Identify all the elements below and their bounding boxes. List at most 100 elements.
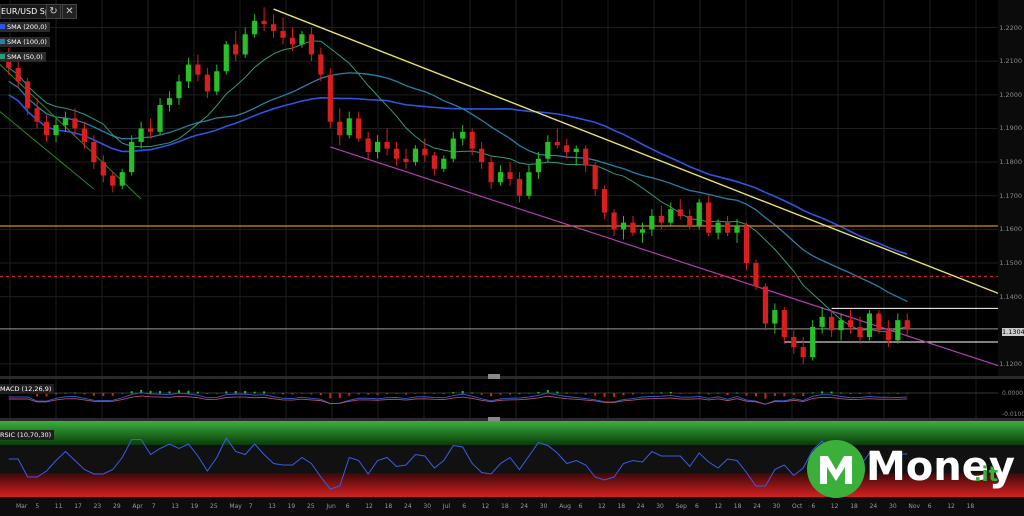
macd-histogram-bar xyxy=(329,393,332,399)
candle-body xyxy=(895,320,901,341)
candle-body xyxy=(516,178,523,196)
macd-histogram-bar xyxy=(802,393,805,397)
macd-histogram-bar xyxy=(433,393,436,394)
macd-histogram-bar xyxy=(310,393,313,395)
date-tick-label: 11 xyxy=(54,503,63,510)
date-tick-label: 25 xyxy=(210,503,218,510)
macd-histogram-bar xyxy=(509,393,512,395)
legend-sma-200[interactable]: SMA (200,0) xyxy=(0,22,50,32)
macd-histogram-bar xyxy=(130,391,133,394)
candle-body xyxy=(223,44,229,72)
candle-body xyxy=(772,310,778,324)
macd-histogram-bar xyxy=(631,393,634,395)
logo-wordmark: Money xyxy=(866,444,1015,490)
macd-line xyxy=(8,392,908,405)
macd-histogram-bar xyxy=(319,393,322,396)
macd-label[interactable]: MACD (12,26,9) xyxy=(0,384,55,394)
macd-histogram-bar xyxy=(149,390,152,394)
date-tick-label: 18 xyxy=(617,503,626,510)
candle-body xyxy=(479,148,485,163)
candle-body xyxy=(545,141,551,159)
candle-body xyxy=(469,131,475,149)
macd-histogram-bar xyxy=(480,393,483,395)
macd-histogram-bar xyxy=(196,391,199,394)
candle-body xyxy=(611,212,617,230)
date-tick-label: 18 xyxy=(733,503,742,510)
date-tick-label: 25 xyxy=(307,503,315,510)
macd-histogram-bar xyxy=(849,393,852,395)
macd-histogram-bar xyxy=(177,390,180,394)
legend-sma-50[interactable]: SMA (50,0) xyxy=(0,52,46,62)
macd-histogram-bar xyxy=(584,393,587,395)
candle-body xyxy=(138,128,144,142)
macd-histogram-bar xyxy=(395,393,398,394)
date-tick-label: Jun xyxy=(326,503,336,510)
price-tick-label: 1.1400 xyxy=(999,292,1022,301)
macd-histogram-bar xyxy=(499,393,502,395)
close-icon[interactable]: ✕ xyxy=(62,4,77,19)
macd-histogram-bar xyxy=(527,393,530,394)
macd-histogram-bar xyxy=(698,392,701,394)
macd-histogram-bar xyxy=(471,392,474,394)
date-tick-label: 24 xyxy=(753,503,761,510)
candle-body xyxy=(876,313,882,331)
panel-resize-handle-icon xyxy=(488,374,500,379)
rsi-label[interactable]: RSIC (10,70,30) xyxy=(0,430,55,440)
rsi-overbought-zone xyxy=(0,421,1024,445)
date-tick-label: 24 xyxy=(636,503,645,510)
macd-histogram-bar xyxy=(282,393,285,395)
refresh-icon[interactable]: ↻ xyxy=(46,4,61,19)
date-tick-label: Jul xyxy=(442,503,451,510)
macd-signal-line xyxy=(8,395,908,405)
price-tick-label: 1.2100 xyxy=(999,57,1022,66)
macd-histogram-bar xyxy=(726,393,729,396)
price-tick-label: 1.2200 xyxy=(999,23,1022,32)
macd-histogram-bar xyxy=(840,392,843,394)
macd-histogram-bar xyxy=(376,393,379,395)
candle-body xyxy=(573,148,579,152)
date-tick-label: 19 xyxy=(190,503,199,510)
candle-body xyxy=(706,202,712,233)
candle-body xyxy=(668,209,674,223)
macd-histogram-bar xyxy=(338,393,341,398)
moving-averages xyxy=(8,40,908,332)
macd-histogram-bar xyxy=(821,391,824,394)
macd-histogram-bar xyxy=(811,392,814,394)
candle-body xyxy=(535,158,541,173)
candle-body xyxy=(715,222,721,233)
candle-body xyxy=(630,222,636,233)
candle-body xyxy=(526,172,532,196)
candle-body xyxy=(346,118,352,136)
candle-body xyxy=(829,316,835,331)
price-tick-label: 1.2000 xyxy=(999,90,1022,99)
date-tick-label: 12 xyxy=(830,503,839,510)
current-price-tag: 1.1304 xyxy=(1002,328,1024,336)
legend-sma-100[interactable]: SMA (100,0) xyxy=(0,37,50,47)
macd-histogram-bar xyxy=(764,393,767,399)
downtrend-support-line xyxy=(330,146,999,367)
macd-histogram-bar xyxy=(442,393,445,395)
candle-body xyxy=(280,30,286,38)
early-channel-upper-line xyxy=(0,64,142,200)
macd-histogram-bar xyxy=(537,391,540,394)
candle-body xyxy=(554,141,560,146)
candle-body xyxy=(866,313,873,337)
macd-histogram-bar xyxy=(594,393,597,396)
macd-histogram-bar xyxy=(736,392,739,394)
candle-body xyxy=(857,326,863,337)
candle-body xyxy=(53,125,59,136)
early-channel-lower-line xyxy=(0,111,95,190)
candle-body xyxy=(270,24,277,31)
macd-histogram-bar xyxy=(622,393,625,396)
candle-body xyxy=(488,162,494,183)
macd-histogram-bar xyxy=(272,392,275,394)
candle-body xyxy=(791,337,797,348)
candle-body xyxy=(838,320,844,331)
candle-body xyxy=(242,34,248,55)
date-tick-label: 13 xyxy=(171,503,179,510)
macd-histogram-bar xyxy=(357,393,360,395)
candle-body xyxy=(25,81,31,109)
date-tick-label: 19 xyxy=(287,503,296,510)
macd-histogram-bar xyxy=(92,393,95,396)
